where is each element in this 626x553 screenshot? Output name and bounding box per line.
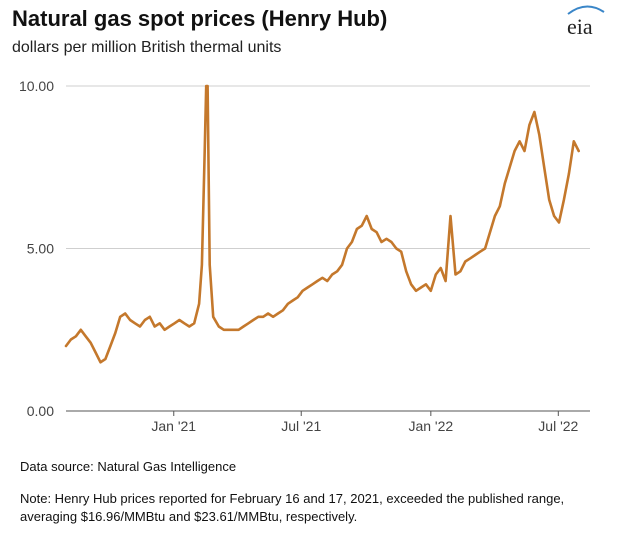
grid-lines (66, 85, 590, 412)
y-tick-label: 10.00 (19, 78, 54, 94)
line-chart: 0.00 5.00 10.00 Jan '21 Jul '21 Jan '22 Jul '… (19, 78, 590, 434)
x-tick-label: Jul '22 (538, 418, 578, 434)
chart-subtitle: dollars per million British thermal unit… (12, 39, 282, 56)
logo-text: eia (567, 14, 593, 39)
y-tick-label: 5.00 (27, 241, 54, 257)
x-tick-label: Jan '21 (151, 418, 196, 434)
y-tick-labels: 0.00 5.00 10.00 (19, 78, 54, 419)
x-tick-labels: Jan '21 Jul '21 Jan '22 Jul '22 (151, 411, 579, 434)
footnote: Note: Henry Hub prices reported for Febr… (20, 491, 565, 524)
data-source: Data source: Natural Gas Intelligence (20, 459, 237, 474)
logo-arc (567, 5, 605, 15)
x-tick-label: Jul '21 (281, 418, 321, 434)
series-layer (64, 84, 581, 364)
chart-title: Natural gas spot prices (Henry Hub) (12, 6, 388, 31)
x-tick-label: Jan '22 (408, 418, 453, 434)
price-series-line (64, 84, 581, 364)
eia-logo: eia (567, 5, 605, 39)
y-tick-label: 0.00 (27, 403, 54, 419)
